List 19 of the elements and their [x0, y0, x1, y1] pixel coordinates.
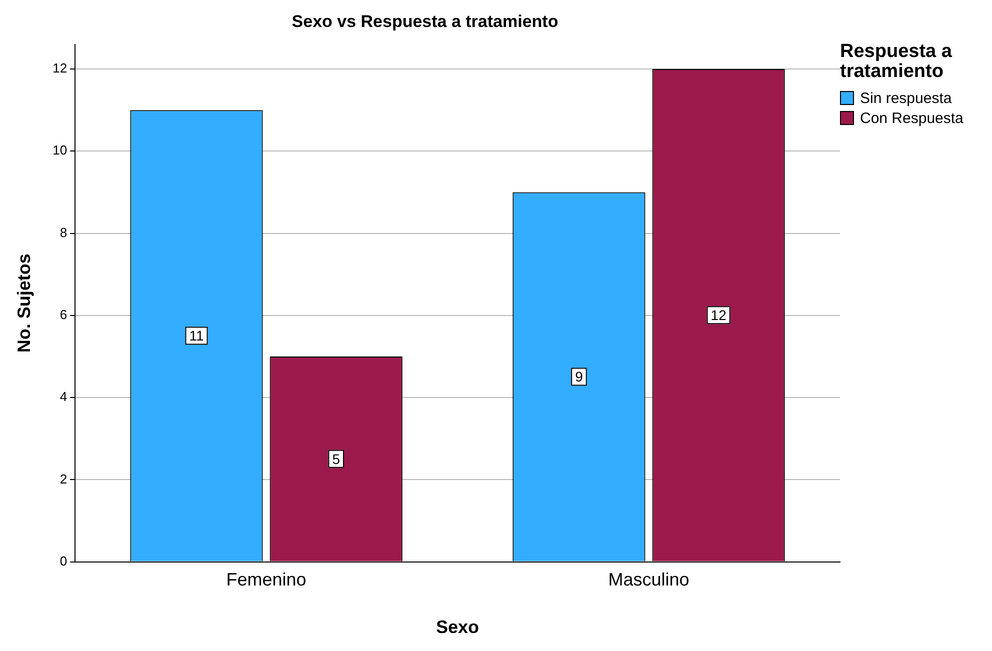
x-tick-label: Masculino [608, 570, 690, 590]
y-tick-label: 4 [60, 389, 68, 404]
y-tick-label: 12 [52, 60, 68, 76]
x-axis-title: Sexo [436, 617, 480, 638]
data-label: 9 [575, 368, 584, 385]
data-label: 5 [332, 450, 340, 467]
data-label: 12 [710, 307, 727, 324]
legend-label: Sin respuesta [860, 90, 952, 106]
y-tick-label: 8 [60, 224, 68, 240]
y-tick-label: 2 [60, 471, 68, 486]
y-tick-label: 0 [60, 553, 68, 568]
chart-title: Sexo vs Respuesta a tratamiento [292, 12, 558, 31]
y-tick-label: 6 [60, 306, 68, 322]
legend-label: Con Respuesta [860, 110, 964, 126]
data-label: 11 [189, 328, 204, 344]
legend-title: Respuesta a tratamiento [840, 41, 953, 82]
y-axis-title: No. Sujetos [14, 254, 34, 353]
y-tick-label: 10 [52, 142, 68, 158]
x-tick-label: Femenino [226, 570, 306, 590]
